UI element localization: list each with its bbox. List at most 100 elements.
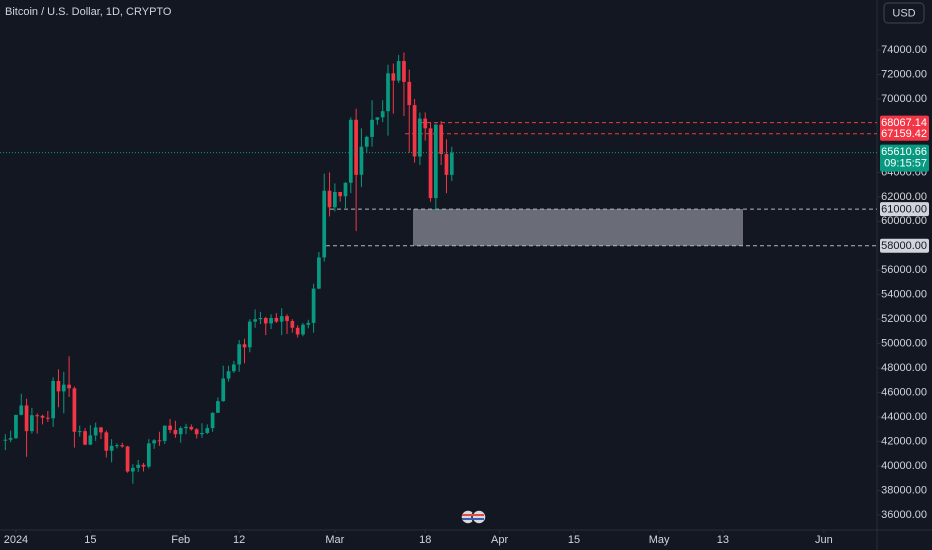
level-price-label: 67159.42 (881, 128, 927, 140)
candle-body (253, 319, 257, 322)
y-tick-label: 40000.00 (881, 460, 927, 472)
candle-body (35, 415, 40, 417)
candle-body (375, 117, 380, 120)
y-tick-label: 48000.00 (881, 362, 927, 374)
candle-body (418, 118, 422, 157)
candle-body (24, 405, 29, 432)
y-tick-label: 36000.00 (881, 509, 927, 521)
candle-body (146, 443, 151, 467)
candle-body (157, 440, 162, 442)
candle-body (141, 464, 146, 467)
candle-body (115, 445, 119, 447)
y-tick-label: 42000.00 (881, 435, 927, 447)
y-tick-label: 62000.00 (881, 191, 927, 203)
candle-body (77, 431, 82, 433)
candle-body (194, 429, 199, 435)
candle-body (258, 317, 263, 320)
candle-body (162, 425, 167, 441)
candle-body (433, 124, 438, 199)
level-price-box (880, 115, 929, 130)
candle-body (301, 324, 305, 335)
candle-body (8, 438, 13, 440)
y-tick-label: 54000.00 (881, 289, 927, 301)
x-tick-label: May (649, 534, 670, 546)
y-tick-label: 72000.00 (881, 68, 927, 80)
candle-body (332, 191, 337, 208)
candle-body (274, 317, 279, 322)
candle-body (221, 378, 226, 402)
candle-body (152, 440, 156, 444)
candle-body (67, 384, 71, 389)
candle-body (216, 401, 220, 413)
candle-body (263, 317, 268, 324)
candle-body (242, 344, 247, 348)
candle-body (327, 190, 332, 208)
level-price-label: 61000.00 (881, 203, 927, 215)
candle-body (19, 405, 24, 415)
x-tick-label: 12 (233, 534, 245, 546)
level-price-label: 58000.00 (881, 240, 927, 252)
candle-body (56, 380, 61, 392)
candle-body (354, 119, 358, 175)
candle-body (61, 384, 66, 392)
x-tick-label: Mar (325, 534, 344, 546)
candle-body (136, 464, 141, 468)
event-icon[interactable] (471, 509, 487, 525)
x-tick-label: Jun (815, 534, 833, 546)
candle-body (189, 426, 194, 430)
candle-body (359, 146, 364, 175)
x-tick-label: 15 (568, 534, 580, 546)
last-price-label: 65610.66 (881, 146, 927, 158)
event-flag (462, 518, 484, 520)
candle-body (14, 414, 18, 439)
y-tick-label: 56000.00 (881, 264, 927, 276)
candle-body (306, 322, 311, 325)
candle-body (279, 316, 284, 322)
event-icons[interactable] (460, 509, 487, 525)
x-tick-label: 2024 (4, 534, 28, 546)
candle-body (45, 417, 50, 419)
candle-body (386, 73, 390, 112)
x-tick-label: 15 (84, 534, 96, 546)
candle-body (295, 327, 300, 335)
candle-body (83, 431, 87, 445)
candle-body (412, 105, 417, 157)
candle-body (449, 152, 454, 175)
candle-body (237, 344, 242, 365)
candle-body (407, 81, 412, 106)
candle-body (439, 124, 444, 155)
candle-body (317, 257, 321, 289)
candle-body (290, 321, 295, 328)
y-tick-label: 74000.00 (881, 44, 927, 56)
candle-body (338, 191, 343, 197)
countdown-label: 09:15:57 (884, 158, 927, 170)
candle-body (311, 288, 316, 323)
price-zone (413, 209, 743, 246)
candle-body (120, 445, 125, 447)
y-tick-label: 38000.00 (881, 484, 927, 496)
candle-body (184, 426, 188, 429)
candle-body (125, 446, 130, 472)
currency-label[interactable]: USD (892, 7, 915, 19)
y-tick-label: 50000.00 (881, 338, 927, 350)
level-price-box (880, 202, 929, 217)
candle-body (51, 380, 56, 419)
level-price-label: 68067.14 (881, 117, 927, 129)
candle-body (200, 432, 204, 435)
candle-body (30, 415, 34, 432)
candle-body (370, 119, 374, 137)
candle-body (205, 428, 210, 433)
y-tick-label: 70000.00 (881, 93, 927, 105)
candle-body (285, 316, 289, 322)
candle-body (380, 111, 385, 118)
currency-button[interactable] (883, 2, 925, 24)
candle-body (364, 136, 369, 147)
chart-title: Bitcoin / U.S. Dollar, 1D, CRYPTO (5, 6, 172, 18)
level-price-box (880, 126, 929, 141)
x-tick-label: Feb (171, 534, 190, 546)
candle-body (269, 317, 273, 324)
event-flag (462, 514, 484, 516)
candle-body (348, 119, 353, 183)
level-price-box (880, 238, 929, 253)
